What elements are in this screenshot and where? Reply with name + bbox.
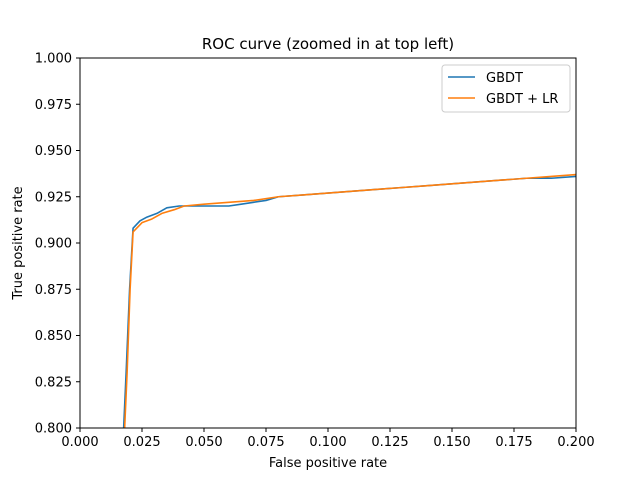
x-tick-label: 0.000 — [61, 435, 98, 450]
y-tick-label: 0.800 — [35, 422, 72, 437]
x-tick-label: 0.175 — [495, 435, 532, 450]
x-tick-label: 0.150 — [433, 435, 470, 450]
x-tick-label: 0.100 — [309, 435, 346, 450]
x-axis-label: False positive rate — [269, 456, 387, 471]
x-tick-label: 0.200 — [557, 435, 594, 450]
y-tick-label: 0.875 — [35, 283, 72, 298]
y-tick-label: 1.000 — [35, 52, 72, 67]
series-line-gbdt-lr — [123, 173, 576, 428]
axis-ticks: 0.000 0.025 0.050 0.075 0.100 0.125 0.150 0.175… — [35, 52, 595, 451]
y-axis-label: True positive rate — [11, 186, 26, 300]
x-tick-label: 0.050 — [185, 435, 222, 450]
plot-frame — [79, 57, 577, 429]
x-tick-label: 0.075 — [247, 435, 284, 450]
y-tick-label: 0.925 — [35, 190, 72, 205]
series-line-gbdt — [122, 175, 576, 428]
legend-label: GBDT — [486, 71, 523, 86]
plot-area — [122, 173, 576, 428]
y-tick-label: 0.825 — [35, 375, 72, 390]
y-tick-label: 0.950 — [35, 144, 72, 159]
legend: GBDT GBDT + LR — [441, 64, 571, 113]
y-tick-label: 0.900 — [35, 237, 72, 252]
x-tick-label: 0.025 — [123, 435, 160, 450]
x-tick-label: 0.125 — [371, 435, 408, 450]
chart-title: ROC curve (zoomed in at top left) — [202, 35, 454, 53]
y-tick-label: 0.975 — [35, 98, 72, 113]
legend-label: GBDT + LR — [486, 92, 558, 107]
y-tick-label: 0.850 — [35, 329, 72, 344]
